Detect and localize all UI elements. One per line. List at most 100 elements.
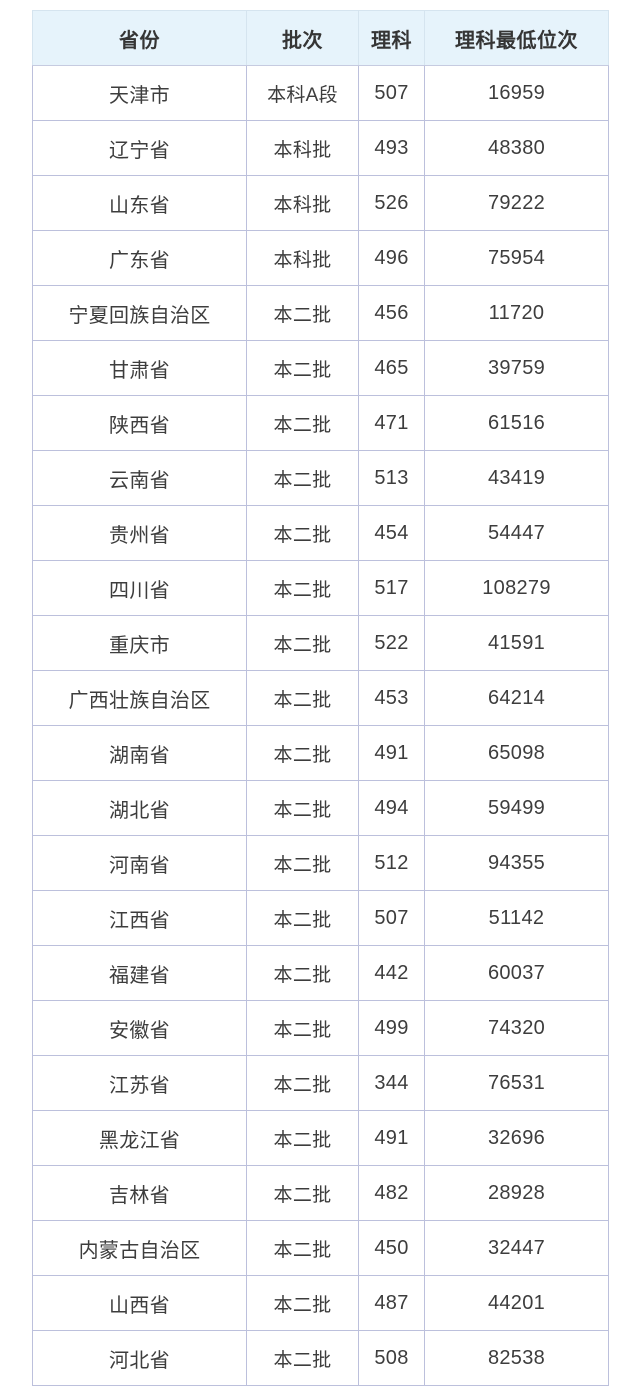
cell-rank: 82538	[424, 1330, 609, 1386]
table-row: 安徽省 本二批 499 74320	[32, 1000, 609, 1056]
cell-rank: 59499	[424, 780, 609, 836]
table-row: 福建省 本二批 442 60037	[32, 945, 609, 1001]
cell-batch: 本二批	[246, 615, 359, 671]
cell-province: 广东省	[32, 230, 247, 286]
cell-batch: 本二批	[246, 780, 359, 836]
cell-batch: 本二批	[246, 890, 359, 946]
table-header-row: 省份 批次 理科 理科最低位次	[32, 10, 609, 66]
cell-batch: 本二批	[246, 725, 359, 781]
cell-batch: 本二批	[246, 1000, 359, 1056]
cell-score: 526	[358, 175, 425, 231]
cell-score: 456	[358, 285, 425, 341]
cell-batch: 本科批	[246, 175, 359, 231]
cell-batch: 本二批	[246, 1110, 359, 1166]
cell-score: 471	[358, 395, 425, 451]
cell-batch: 本二批	[246, 1165, 359, 1221]
cell-rank: 108279	[424, 560, 609, 616]
cell-province: 内蒙古自治区	[32, 1220, 247, 1276]
cell-province: 宁夏回族自治区	[32, 285, 247, 341]
cell-province: 吉林省	[32, 1165, 247, 1221]
cell-score: 453	[358, 670, 425, 726]
table-row: 湖南省 本二批 491 65098	[32, 725, 609, 781]
cell-rank: 51142	[424, 890, 609, 946]
table-row: 宁夏回族自治区 本二批 456 11720	[32, 285, 609, 341]
column-header-rank: 理科最低位次	[424, 10, 609, 66]
cell-province: 陕西省	[32, 395, 247, 451]
cell-batch: 本科批	[246, 230, 359, 286]
cell-score: 491	[358, 1110, 425, 1166]
cell-score: 344	[358, 1055, 425, 1111]
cell-rank: 61516	[424, 395, 609, 451]
table-row: 山东省 本科批 526 79222	[32, 175, 609, 231]
table-row: 四川省 本二批 517 108279	[32, 560, 609, 616]
cell-rank: 28928	[424, 1165, 609, 1221]
cell-rank: 76531	[424, 1055, 609, 1111]
table-row: 山西省 本二批 487 44201	[32, 1275, 609, 1331]
cell-batch: 本二批	[246, 395, 359, 451]
cell-batch: 本二批	[246, 670, 359, 726]
cell-score: 442	[358, 945, 425, 1001]
cell-rank: 39759	[424, 340, 609, 396]
cell-score: 494	[358, 780, 425, 836]
cell-score: 499	[358, 1000, 425, 1056]
cell-score: 507	[358, 890, 425, 946]
cell-rank: 79222	[424, 175, 609, 231]
cell-score: 491	[358, 725, 425, 781]
cell-batch: 本二批	[246, 560, 359, 616]
cell-batch: 本二批	[246, 285, 359, 341]
cell-rank: 74320	[424, 1000, 609, 1056]
cell-rank: 32696	[424, 1110, 609, 1166]
cell-score: 454	[358, 505, 425, 561]
cell-score: 487	[358, 1275, 425, 1331]
cell-batch: 本二批	[246, 1330, 359, 1386]
table-header: 省份 批次 理科 理科最低位次	[32, 10, 609, 66]
cell-province: 河南省	[32, 835, 247, 891]
cell-province: 湖南省	[32, 725, 247, 781]
cell-province: 云南省	[32, 450, 247, 506]
cell-batch: 本二批	[246, 1275, 359, 1331]
cell-rank: 16959	[424, 65, 609, 121]
column-header-batch: 批次	[246, 10, 359, 66]
cell-score: 512	[358, 835, 425, 891]
cell-rank: 44201	[424, 1275, 609, 1331]
table-row: 河南省 本二批 512 94355	[32, 835, 609, 891]
score-table-container: 省份 批次 理科 理科最低位次 天津市 本科A段 507 16959 辽宁省 本科批 493…	[32, 10, 609, 1386]
cell-rank: 11720	[424, 285, 609, 341]
cell-batch: 本二批	[246, 505, 359, 561]
cell-batch: 本二批	[246, 1055, 359, 1111]
cell-rank: 64214	[424, 670, 609, 726]
cell-score: 450	[358, 1220, 425, 1276]
cell-score: 465	[358, 340, 425, 396]
cell-score: 496	[358, 230, 425, 286]
cell-batch: 本二批	[246, 835, 359, 891]
table-row: 甘肃省 本二批 465 39759	[32, 340, 609, 396]
cell-province: 天津市	[32, 65, 247, 121]
cell-score: 482	[358, 1165, 425, 1221]
column-header-province: 省份	[32, 10, 247, 66]
cell-batch: 本科批	[246, 120, 359, 176]
cell-batch: 本二批	[246, 945, 359, 1001]
cell-score: 517	[358, 560, 425, 616]
cell-rank: 94355	[424, 835, 609, 891]
table-row: 广西壮族自治区 本二批 453 64214	[32, 670, 609, 726]
table-row: 陕西省 本二批 471 61516	[32, 395, 609, 451]
table-row: 重庆市 本二批 522 41591	[32, 615, 609, 671]
cell-rank: 75954	[424, 230, 609, 286]
cell-province: 四川省	[32, 560, 247, 616]
cell-province: 山东省	[32, 175, 247, 231]
table-row: 江西省 本二批 507 51142	[32, 890, 609, 946]
table-row: 吉林省 本二批 482 28928	[32, 1165, 609, 1221]
cell-score: 507	[358, 65, 425, 121]
cell-province: 河北省	[32, 1330, 247, 1386]
table-row: 江苏省 本二批 344 76531	[32, 1055, 609, 1111]
cell-rank: 60037	[424, 945, 609, 1001]
table-row: 湖北省 本二批 494 59499	[32, 780, 609, 836]
cell-province: 贵州省	[32, 505, 247, 561]
table-row: 辽宁省 本科批 493 48380	[32, 120, 609, 176]
cell-rank: 41591	[424, 615, 609, 671]
cell-province: 湖北省	[32, 780, 247, 836]
table-row: 云南省 本二批 513 43419	[32, 450, 609, 506]
cell-province: 黑龙江省	[32, 1110, 247, 1166]
cell-province: 安徽省	[32, 1000, 247, 1056]
